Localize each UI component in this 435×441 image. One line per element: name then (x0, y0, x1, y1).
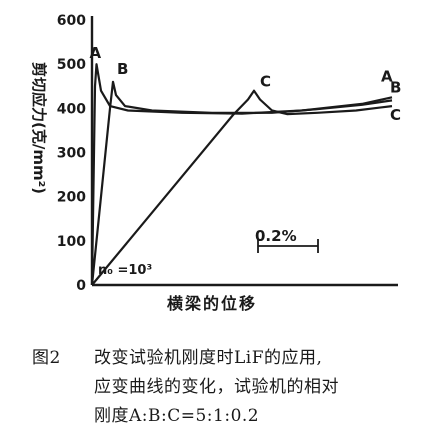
n0-annotation: n₀ =10³ (98, 263, 152, 278)
y-ticks: 0 100 200 300 400 500 600 剪切应力(克/mm²) 横梁的位移 (30, 13, 257, 313)
series-label-b-end: B (390, 78, 401, 96)
y-tick-label: 200 (57, 190, 86, 206)
annotations: 0.2% n₀ =10³ (98, 227, 319, 278)
caption-text-1: 改变试验机刚度时LiF的应用, (94, 348, 323, 368)
y-tick-label: 300 (57, 146, 86, 162)
series-line-a (90, 63, 393, 286)
y-tick-label: 0 (76, 278, 86, 294)
series-label-c-end: C (390, 106, 401, 124)
series-label-a-peak: A (90, 44, 102, 62)
y-tick-label: 600 (57, 13, 86, 29)
figure-number: 图2 (32, 348, 61, 368)
y-axis-title: 剪切应力(克/mm²) (30, 62, 48, 194)
series-label-b-peak: B (117, 60, 128, 78)
y-tick-label: 100 (57, 234, 86, 250)
series-line-c (91, 89, 393, 286)
series-label-a-end: A (381, 67, 393, 85)
series-lines (90, 63, 393, 286)
caption-line-1: 图2 改变试验机刚度时LiF的应用, (32, 344, 422, 373)
figure-caption: 图2 改变试验机刚度时LiF的应用, 应变曲线的变化，试验机的相对 刚度A:B:C… (32, 344, 422, 431)
caption-line-2: 应变曲线的变化，试验机的相对 (94, 377, 339, 397)
series-label-c-peak: C (260, 73, 271, 91)
scale-bar-label: 0.2% (255, 227, 297, 245)
axes (90, 16, 398, 287)
series-line-b (90, 80, 393, 286)
caption-line-3: 刚度A:B:C=5:1:0.2 (94, 406, 260, 426)
y-tick-label: 400 (57, 101, 86, 117)
x-axis-title: 横梁的位移 (167, 294, 257, 313)
y-tick-label: 500 (57, 57, 86, 73)
